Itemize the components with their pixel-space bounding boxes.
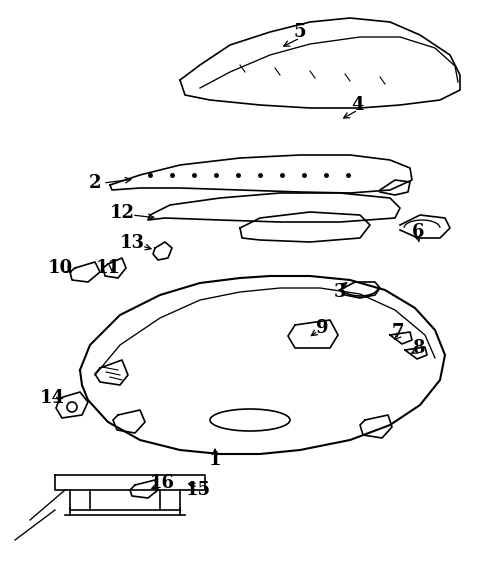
Text: 16: 16 [150, 474, 175, 492]
Text: 5: 5 [294, 23, 307, 41]
Text: 6: 6 [412, 223, 424, 241]
Text: 3: 3 [334, 283, 346, 301]
Text: 11: 11 [95, 259, 121, 277]
Text: 1: 1 [209, 451, 221, 469]
Text: 14: 14 [39, 389, 64, 407]
Text: 8: 8 [412, 339, 424, 357]
Text: 15: 15 [185, 481, 211, 499]
Text: 12: 12 [110, 204, 134, 222]
Text: 7: 7 [392, 323, 404, 341]
Text: 13: 13 [120, 234, 145, 252]
Text: 2: 2 [89, 174, 101, 192]
Text: 4: 4 [352, 96, 364, 114]
Text: 10: 10 [47, 259, 72, 277]
Text: 9: 9 [316, 319, 328, 337]
